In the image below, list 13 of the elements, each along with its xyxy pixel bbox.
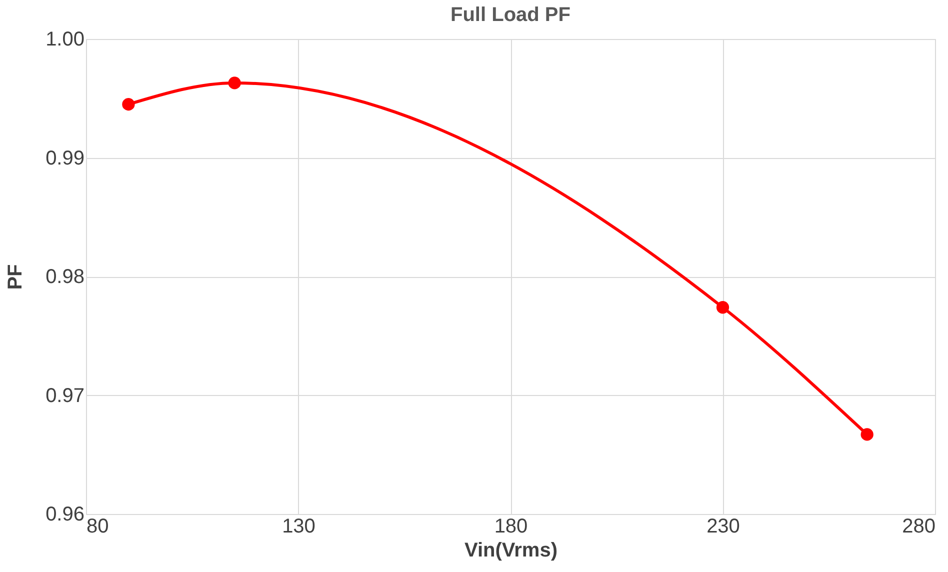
x-tick-label: 180 xyxy=(494,516,528,538)
x-tick-label: 80 xyxy=(86,516,109,538)
y-tick-label: 0.97 xyxy=(46,384,84,407)
x-tick-label: 230 xyxy=(706,516,740,538)
y-tick-label: 1.00 xyxy=(46,28,84,50)
y-axis-title: PF xyxy=(4,264,27,290)
x-axis-title: Vin(Vrms) xyxy=(464,540,558,562)
y-tick-label: 0.98 xyxy=(46,266,84,288)
x-tick-label: 130 xyxy=(282,516,316,538)
chart-title: Full Load PF xyxy=(450,4,570,26)
x-tick-label: 280 xyxy=(902,516,936,538)
y-tick-label: 0.96 xyxy=(46,504,84,526)
y-tick-label: 0.99 xyxy=(46,147,84,170)
